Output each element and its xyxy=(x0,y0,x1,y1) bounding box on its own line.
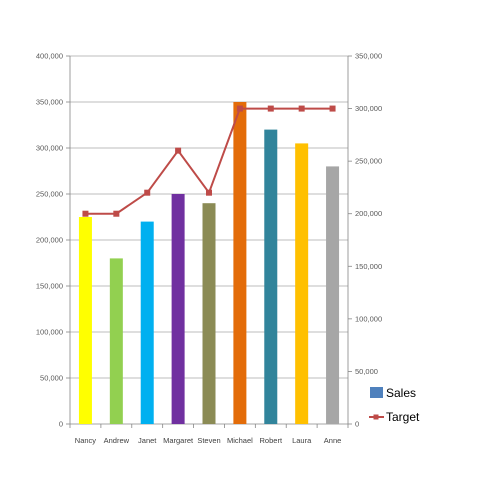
category-label: Laura xyxy=(292,436,312,445)
right-tick-label: 200,000 xyxy=(355,209,382,218)
target-point xyxy=(236,105,243,112)
target-line xyxy=(82,105,336,217)
left-tick-label: 200,000 xyxy=(36,236,63,245)
left-tick-label: 400,000 xyxy=(36,52,63,61)
left-tick-label: 350,000 xyxy=(36,98,63,107)
category-label: Margaret xyxy=(163,436,194,445)
right-tick-label: 250,000 xyxy=(355,157,382,166)
left-tick-label: 0 xyxy=(59,420,63,429)
sales-bar xyxy=(78,217,92,424)
category-label: Nancy xyxy=(75,436,97,445)
category-label: Anne xyxy=(324,436,342,445)
sales-bar xyxy=(171,194,185,424)
legend: Sales Target xyxy=(369,386,420,424)
right-tick-label: 0 xyxy=(355,420,359,429)
target-point xyxy=(175,147,182,154)
category-label: Janet xyxy=(138,436,157,445)
right-tick-label: 50,000 xyxy=(355,367,378,376)
target-point xyxy=(206,189,212,196)
left-tick-label: 300,000 xyxy=(36,144,63,153)
category-label: Steven xyxy=(197,436,220,445)
left-tick-label: 50,000 xyxy=(40,374,63,383)
legend-sales-label: Sales xyxy=(386,386,416,400)
left-tick-label: 250,000 xyxy=(36,190,63,199)
category-labels: Nancy Andrew Janet Margaret Steven Michael Rob… xyxy=(69,424,349,445)
right-tick-label: 150,000 xyxy=(355,262,382,271)
right-tick-label: 300,000 xyxy=(355,104,382,113)
sales-bar xyxy=(326,166,340,424)
sales-bar xyxy=(202,203,216,424)
left-tick-label: 100,000 xyxy=(36,328,63,337)
target-point xyxy=(329,105,336,112)
left-tick-label: 150,000 xyxy=(36,282,63,291)
category-label: Andrew xyxy=(104,436,130,445)
right-axis: 0 50,000 100,000 150,000 200,000 250,000 300,0… xyxy=(347,52,382,429)
sales-bar xyxy=(233,102,247,424)
right-tick-label: 350,000 xyxy=(355,52,382,61)
left-axis: 0 50,000 100,000 150,000 200,000 250,000 300,0… xyxy=(36,52,71,429)
target-point xyxy=(82,210,89,217)
sales-bar xyxy=(295,143,309,424)
category-label: Michael xyxy=(227,436,253,445)
legend-target-marker xyxy=(373,414,379,420)
target-point xyxy=(113,210,120,217)
target-point xyxy=(144,189,151,196)
sales-bar xyxy=(264,129,278,424)
category-label: Robert xyxy=(260,436,283,445)
legend-sales-swatch xyxy=(370,387,383,398)
right-tick-label: 100,000 xyxy=(355,314,382,323)
sales-bar xyxy=(109,258,123,424)
target-point xyxy=(298,105,305,112)
sales-bar xyxy=(140,221,154,424)
legend-target-label: Target xyxy=(386,410,420,424)
target-point xyxy=(267,105,274,112)
sales-bars xyxy=(78,102,340,424)
